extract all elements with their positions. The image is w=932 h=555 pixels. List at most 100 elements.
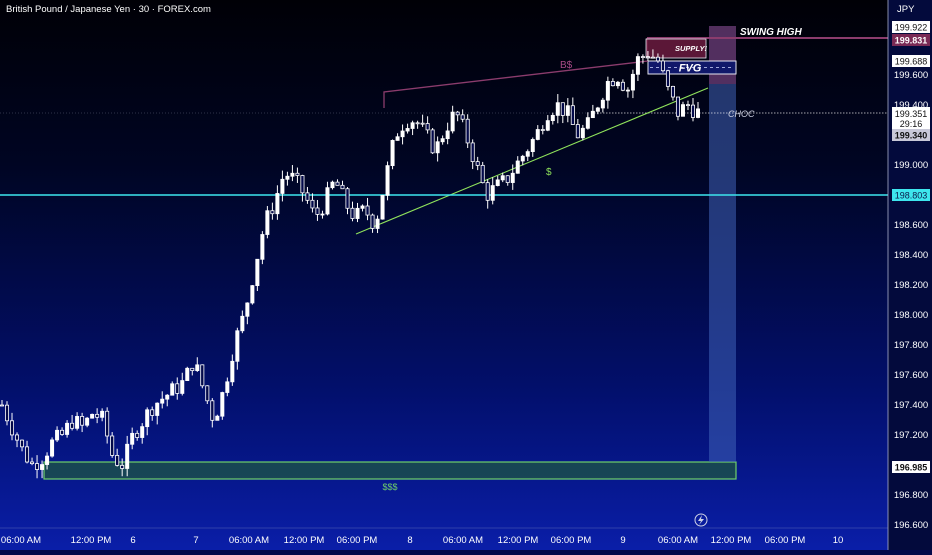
candle-body bbox=[610, 81, 615, 87]
candle-body bbox=[205, 385, 210, 402]
candle-body bbox=[360, 205, 365, 209]
candle-body bbox=[310, 199, 315, 209]
candle-body bbox=[30, 461, 35, 464]
candle-body bbox=[100, 410, 105, 418]
time-axis: 06:00 AM 12:00 PM 6 7 06:00 AM 12:00 PM 06:00 … bbox=[1, 535, 843, 546]
badge-sss: 196.985 bbox=[895, 463, 928, 473]
badge-current-price: 199.351 bbox=[895, 109, 928, 119]
price-tick: 198.200 bbox=[894, 280, 928, 291]
candle-body bbox=[240, 315, 245, 332]
candle-body bbox=[285, 175, 290, 180]
candle-body bbox=[585, 117, 590, 129]
time-tick: 12:00 PM bbox=[498, 535, 539, 546]
currency-label: JPY bbox=[897, 4, 915, 15]
time-tick: 6 bbox=[130, 535, 135, 546]
sss-label: $$$ bbox=[382, 482, 397, 492]
time-tick: 06:00 AM bbox=[658, 535, 698, 546]
candle-body bbox=[210, 400, 215, 421]
candle-body bbox=[155, 402, 160, 416]
lightning-icon[interactable] bbox=[694, 513, 708, 527]
candle-body bbox=[275, 193, 280, 215]
price-tick: 199.400 bbox=[894, 100, 928, 111]
candle-body bbox=[45, 455, 50, 465]
badge-cyan: 198.803 bbox=[895, 191, 928, 201]
candle-body bbox=[95, 413, 100, 418]
candle-body bbox=[150, 409, 155, 416]
price-tick: 197.600 bbox=[894, 370, 928, 381]
time-tick: 06:00 AM bbox=[229, 535, 269, 546]
price-axis-panel bbox=[888, 0, 932, 550]
candle-body bbox=[415, 122, 420, 125]
bs-line bbox=[383, 60, 649, 108]
candle-body bbox=[125, 443, 130, 469]
candle-body bbox=[160, 398, 165, 404]
candle-body bbox=[25, 446, 30, 463]
candle-body bbox=[400, 130, 405, 138]
candle-body bbox=[15, 434, 20, 441]
badge-cyan-bg bbox=[892, 189, 930, 201]
candle-body bbox=[440, 138, 445, 143]
supply-zone bbox=[645, 38, 707, 59]
candle-body bbox=[355, 207, 360, 219]
time-tick: 06:00 PM bbox=[765, 535, 806, 546]
candle-body bbox=[620, 81, 625, 91]
candle-body bbox=[0, 404, 4, 407]
candle-body bbox=[590, 110, 595, 119]
candle-body bbox=[140, 426, 145, 438]
candle-body bbox=[525, 151, 530, 157]
time-tick: 8 bbox=[407, 535, 412, 546]
candle-body bbox=[220, 392, 225, 417]
candle-body bbox=[340, 184, 345, 190]
candle-body bbox=[535, 129, 540, 140]
candle-body bbox=[410, 122, 415, 129]
candle-body bbox=[635, 56, 640, 75]
candle-body bbox=[290, 172, 295, 177]
candle-body bbox=[85, 417, 90, 426]
candle-body bbox=[260, 234, 265, 260]
candle-body bbox=[655, 56, 660, 62]
candle-body bbox=[675, 96, 680, 117]
candle-body bbox=[305, 192, 310, 201]
candle-body bbox=[225, 381, 230, 393]
candle-body bbox=[595, 107, 600, 112]
badge-supply-bg bbox=[892, 34, 930, 46]
choc-label: CHOC bbox=[728, 109, 755, 119]
candle-body bbox=[625, 89, 630, 92]
candle-body bbox=[390, 140, 395, 167]
candle-body bbox=[370, 214, 375, 229]
candle-body bbox=[250, 285, 255, 304]
candle-body bbox=[230, 360, 235, 383]
candle-body bbox=[435, 141, 440, 154]
candle-body bbox=[425, 123, 430, 131]
badge-swing-high: 199.922 bbox=[895, 23, 928, 33]
price-tick: 198.000 bbox=[894, 310, 928, 321]
candle-body bbox=[5, 404, 10, 422]
candle-body bbox=[255, 258, 260, 287]
candle-body bbox=[70, 422, 75, 429]
candle-body bbox=[270, 210, 275, 215]
price-tick: 199.000 bbox=[894, 160, 928, 171]
candle-body bbox=[560, 102, 565, 116]
bs-label: B$ bbox=[560, 60, 573, 71]
supply-label: SUPPLY! bbox=[675, 44, 707, 53]
candle-body bbox=[520, 155, 525, 162]
candle-body bbox=[185, 367, 190, 381]
candle-body bbox=[75, 416, 80, 429]
trendline bbox=[355, 87, 709, 235]
sss-zone bbox=[43, 461, 737, 480]
candle-body bbox=[385, 165, 390, 196]
candle-body bbox=[550, 114, 555, 122]
candle-body bbox=[570, 105, 575, 125]
candle-body bbox=[690, 104, 695, 118]
candle-body bbox=[245, 302, 250, 317]
candle-body bbox=[405, 128, 410, 132]
candle-body bbox=[380, 194, 385, 220]
badge-sss-bg bbox=[892, 461, 930, 473]
candle-body bbox=[35, 463, 40, 470]
candle-body bbox=[215, 415, 220, 421]
candle-body bbox=[660, 60, 665, 72]
candle-body bbox=[510, 172, 515, 183]
candle-body bbox=[395, 136, 400, 141]
